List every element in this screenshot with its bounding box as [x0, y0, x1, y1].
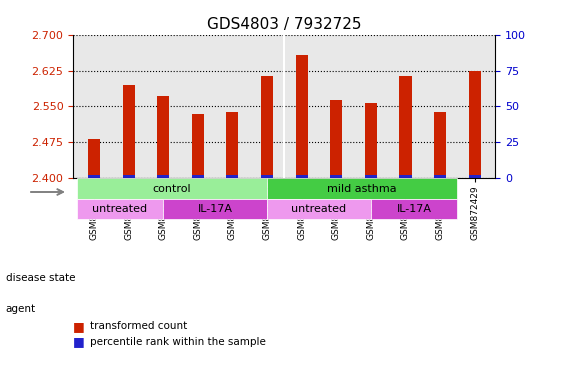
Bar: [226, 175, 239, 179]
Text: control: control: [153, 184, 191, 194]
Bar: [192, 175, 204, 179]
Bar: [296, 55, 307, 179]
Bar: [157, 96, 169, 179]
Text: percentile rank within the sample: percentile rank within the sample: [90, 337, 266, 347]
Text: IL-17A: IL-17A: [396, 204, 432, 214]
Bar: [192, 114, 204, 179]
Bar: [261, 175, 273, 179]
Bar: [226, 112, 239, 179]
Bar: [88, 175, 100, 179]
Bar: [330, 175, 342, 179]
Bar: [399, 175, 412, 179]
Text: untreated: untreated: [92, 204, 148, 214]
Bar: [434, 175, 446, 179]
FancyBboxPatch shape: [77, 179, 267, 199]
Text: untreated: untreated: [292, 204, 346, 214]
Bar: [399, 76, 412, 179]
Bar: [330, 100, 342, 179]
FancyBboxPatch shape: [371, 199, 457, 219]
FancyBboxPatch shape: [267, 199, 371, 219]
FancyBboxPatch shape: [77, 199, 163, 219]
Bar: [123, 85, 135, 179]
Text: IL-17A: IL-17A: [198, 204, 233, 214]
Text: agent: agent: [6, 304, 36, 314]
Text: disease state: disease state: [6, 273, 75, 283]
Bar: [296, 175, 307, 179]
Bar: [157, 175, 169, 179]
Bar: [88, 139, 100, 179]
Bar: [365, 175, 377, 179]
Bar: [123, 175, 135, 179]
Bar: [261, 76, 273, 179]
Bar: [468, 71, 481, 179]
Text: transformed count: transformed count: [90, 321, 187, 331]
FancyBboxPatch shape: [267, 179, 457, 199]
Bar: [434, 112, 446, 179]
Bar: [365, 103, 377, 179]
Bar: [468, 175, 481, 179]
Title: GDS4803 / 7932725: GDS4803 / 7932725: [207, 17, 361, 32]
Text: ■: ■: [73, 335, 85, 348]
Text: ■: ■: [73, 320, 85, 333]
FancyBboxPatch shape: [163, 199, 267, 219]
Text: mild asthma: mild asthma: [327, 184, 397, 194]
